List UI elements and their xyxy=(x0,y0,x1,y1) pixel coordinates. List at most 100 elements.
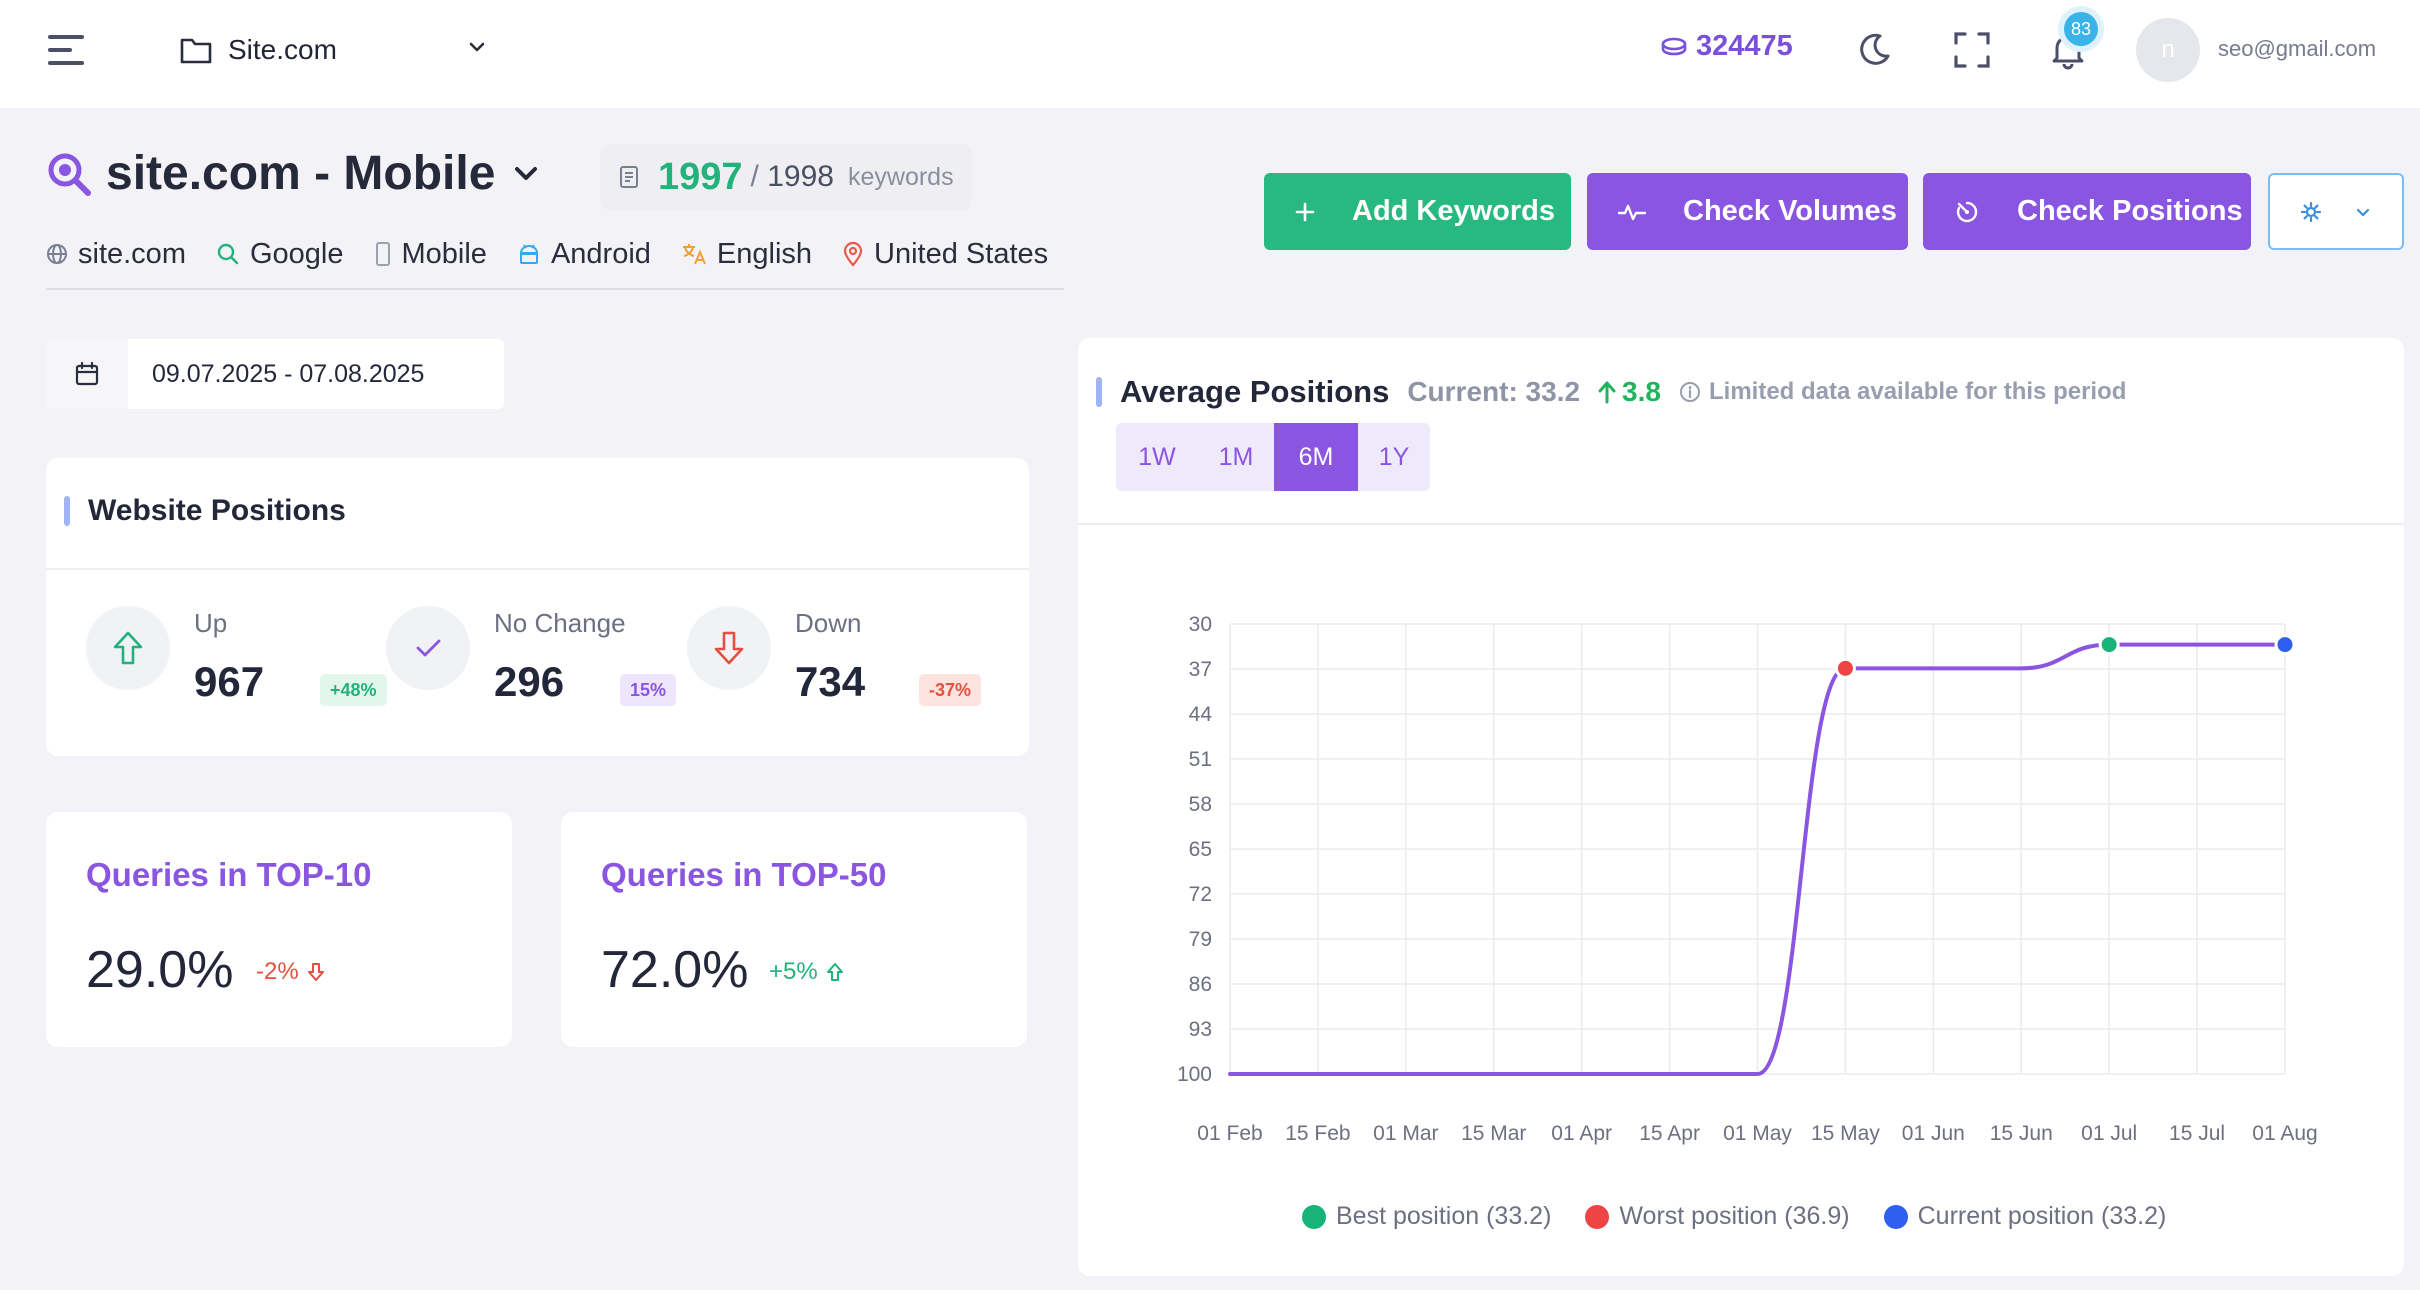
chevron-down-icon xyxy=(2356,208,2370,216)
credits-value: 324475 xyxy=(1696,30,1793,62)
x-tick-label: 15 Mar xyxy=(1461,1122,1526,1145)
chart-legend: Best position (33.2) Worst position (36.… xyxy=(1302,1202,2166,1231)
average-positions-note-text: Limited data available for this period xyxy=(1708,378,2127,405)
x-tick-label: 15 Jun xyxy=(1990,1122,2053,1145)
project-meta: site.com Google Mobile Android English xyxy=(46,232,1064,290)
average-positions-header: Average Positions Current: 33.2 3.8 Limi… xyxy=(1096,374,2126,410)
period-1m-button[interactable]: 1M xyxy=(1218,442,1254,471)
check-volumes-label: Check Volumes xyxy=(1683,195,1897,227)
x-tick-label: 01 May xyxy=(1723,1122,1792,1145)
activity-icon xyxy=(1617,201,1647,223)
top50-value: 72.0% xyxy=(601,941,749,999)
top50-title: Queries in TOP-50 xyxy=(601,856,887,893)
meta-os: Android xyxy=(517,238,651,271)
x-tick-label: 01 Feb xyxy=(1197,1122,1262,1145)
chevron-down-icon[interactable] xyxy=(509,157,543,191)
android-icon xyxy=(519,244,538,264)
check-positions-label: Check Positions xyxy=(2017,195,2243,227)
website-positions-title: Website Positions xyxy=(64,494,346,528)
x-tick-label: 15 May xyxy=(1811,1122,1880,1145)
meta-domain-text: site.com xyxy=(78,237,186,270)
period-selector: 1W 1M 6M 1Y xyxy=(1116,423,1430,491)
date-range-picker[interactable]: 09.07.2025 - 07.08.2025 xyxy=(46,339,504,409)
average-position-line xyxy=(1228,642,2287,1077)
top-bar: Site.com 324475 83 n seo@gmail.com xyxy=(0,0,2420,108)
stat-down-badge: -37% xyxy=(919,674,982,706)
notification-badge[interactable]: 83 xyxy=(2064,12,2098,46)
check-positions-button[interactable]: Check Positions xyxy=(1923,173,2251,250)
x-tick-label: 01 Mar xyxy=(1373,1122,1438,1145)
moon-icon[interactable] xyxy=(1852,28,1896,72)
keywords-total-wrap: / 1998 xyxy=(751,160,834,194)
fullscreen-icon[interactable] xyxy=(1950,28,1994,72)
average-positions-current: Current: 33.2 xyxy=(1407,376,1581,407)
average-positions-delta: 3.8 xyxy=(1596,376,1661,408)
settings-dropdown-button[interactable] xyxy=(2268,173,2404,250)
average-positions-card: Average Positions Current: 33.2 3.8 Limi… xyxy=(1078,338,2404,1276)
y-tick-label: 37 xyxy=(1189,658,1212,681)
legend-best-label: Best position (33.2) xyxy=(1336,1202,1552,1230)
legend-best-dot xyxy=(1302,1204,1326,1229)
chart-marker-point xyxy=(1834,657,1856,679)
top50-change-text: +5% xyxy=(769,958,818,985)
legend-current[interactable]: Current position (33.2) xyxy=(1883,1202,2167,1231)
chart-marker-point xyxy=(2274,634,2296,656)
menu-icon[interactable] xyxy=(48,33,88,67)
search-icon xyxy=(217,243,239,265)
check-volumes-button[interactable]: Check Volumes xyxy=(1587,173,1908,250)
average-positions-delta-value: 3.8 xyxy=(1622,376,1661,407)
meta-os-text: Android xyxy=(550,237,651,270)
keywords-word: keywords xyxy=(847,162,954,191)
top10-value: 29.0% xyxy=(86,941,234,999)
user-email[interactable]: seo@gmail.com xyxy=(2218,36,2377,61)
project-title[interactable]: site.com - Mobile xyxy=(46,146,543,201)
gear-icon xyxy=(2300,201,2322,222)
keywords-counter: 1997 / 1998 keywords xyxy=(600,144,972,210)
stat-no-change-value: 296 xyxy=(494,658,565,705)
translate-icon xyxy=(682,244,706,265)
top50-card: Queries in TOP-50 72.0% +5% xyxy=(561,812,1027,1047)
keywords-checked: 1997 xyxy=(658,155,743,198)
stat-down-label: Down xyxy=(795,608,862,638)
site-selector[interactable]: Site.com xyxy=(180,28,500,72)
x-tick-label: 15 Jul xyxy=(2169,1122,2225,1145)
legend-worst[interactable]: Worst position (36.9) xyxy=(1585,1202,1850,1231)
arrow-down-icon xyxy=(307,963,324,981)
period-1w-button[interactable]: 1W xyxy=(1138,442,1176,471)
y-tick-label: 79 xyxy=(1189,928,1212,951)
meta-country-text: United States xyxy=(874,237,1049,270)
site-name: Site.com xyxy=(228,34,337,65)
project-title-text: site.com - Mobile xyxy=(106,147,496,200)
meta-language: English xyxy=(681,238,812,271)
avatar[interactable]: n xyxy=(2136,18,2200,82)
chevron-down-icon xyxy=(469,42,485,52)
calendar-icon xyxy=(46,339,128,409)
date-range-text: 09.07.2025 - 07.08.2025 xyxy=(152,359,425,388)
y-tick-label: 86 xyxy=(1189,973,1212,996)
y-tick-label: 51 xyxy=(1189,748,1212,771)
y-tick-label: 72 xyxy=(1189,883,1212,906)
stat-down-value: 734 xyxy=(795,658,866,705)
stat-no-change-badge: 15% xyxy=(620,674,677,706)
document-icon xyxy=(620,166,638,188)
keywords-total: 1998 xyxy=(767,160,834,193)
top10-title: Queries in TOP-10 xyxy=(86,856,372,893)
legend-current-label: Current position (33.2) xyxy=(1917,1202,2167,1230)
credits-balance[interactable]: 324475 xyxy=(1660,30,1793,63)
top10-change: -2% xyxy=(256,958,325,986)
y-tick-label: 93 xyxy=(1189,1018,1212,1041)
add-keywords-button[interactable]: Add Keywords xyxy=(1264,173,1571,250)
check-icon xyxy=(386,606,470,690)
period-1y-button[interactable]: 1Y xyxy=(1378,442,1410,471)
x-tick-label: 15 Apr xyxy=(1639,1122,1700,1145)
meta-engine-text: Google xyxy=(249,237,344,270)
legend-best[interactable]: Best position (33.2) xyxy=(1302,1202,1551,1231)
stat-no-change-label: No Change xyxy=(494,608,626,638)
period-6m-button[interactable]: 6M xyxy=(1274,423,1358,491)
x-tick-label: 01 Aug xyxy=(2252,1122,2317,1145)
arrow-up-icon xyxy=(826,963,843,981)
add-keywords-label: Add Keywords xyxy=(1352,195,1556,227)
top50-change: +5% xyxy=(769,958,844,986)
legend-current-dot xyxy=(1883,1204,1908,1229)
average-positions-chart: 01 Feb 15 Feb 01 Mar 15 Mar 01 Apr 15 Apr 01 M… xyxy=(1177,613,2318,1145)
